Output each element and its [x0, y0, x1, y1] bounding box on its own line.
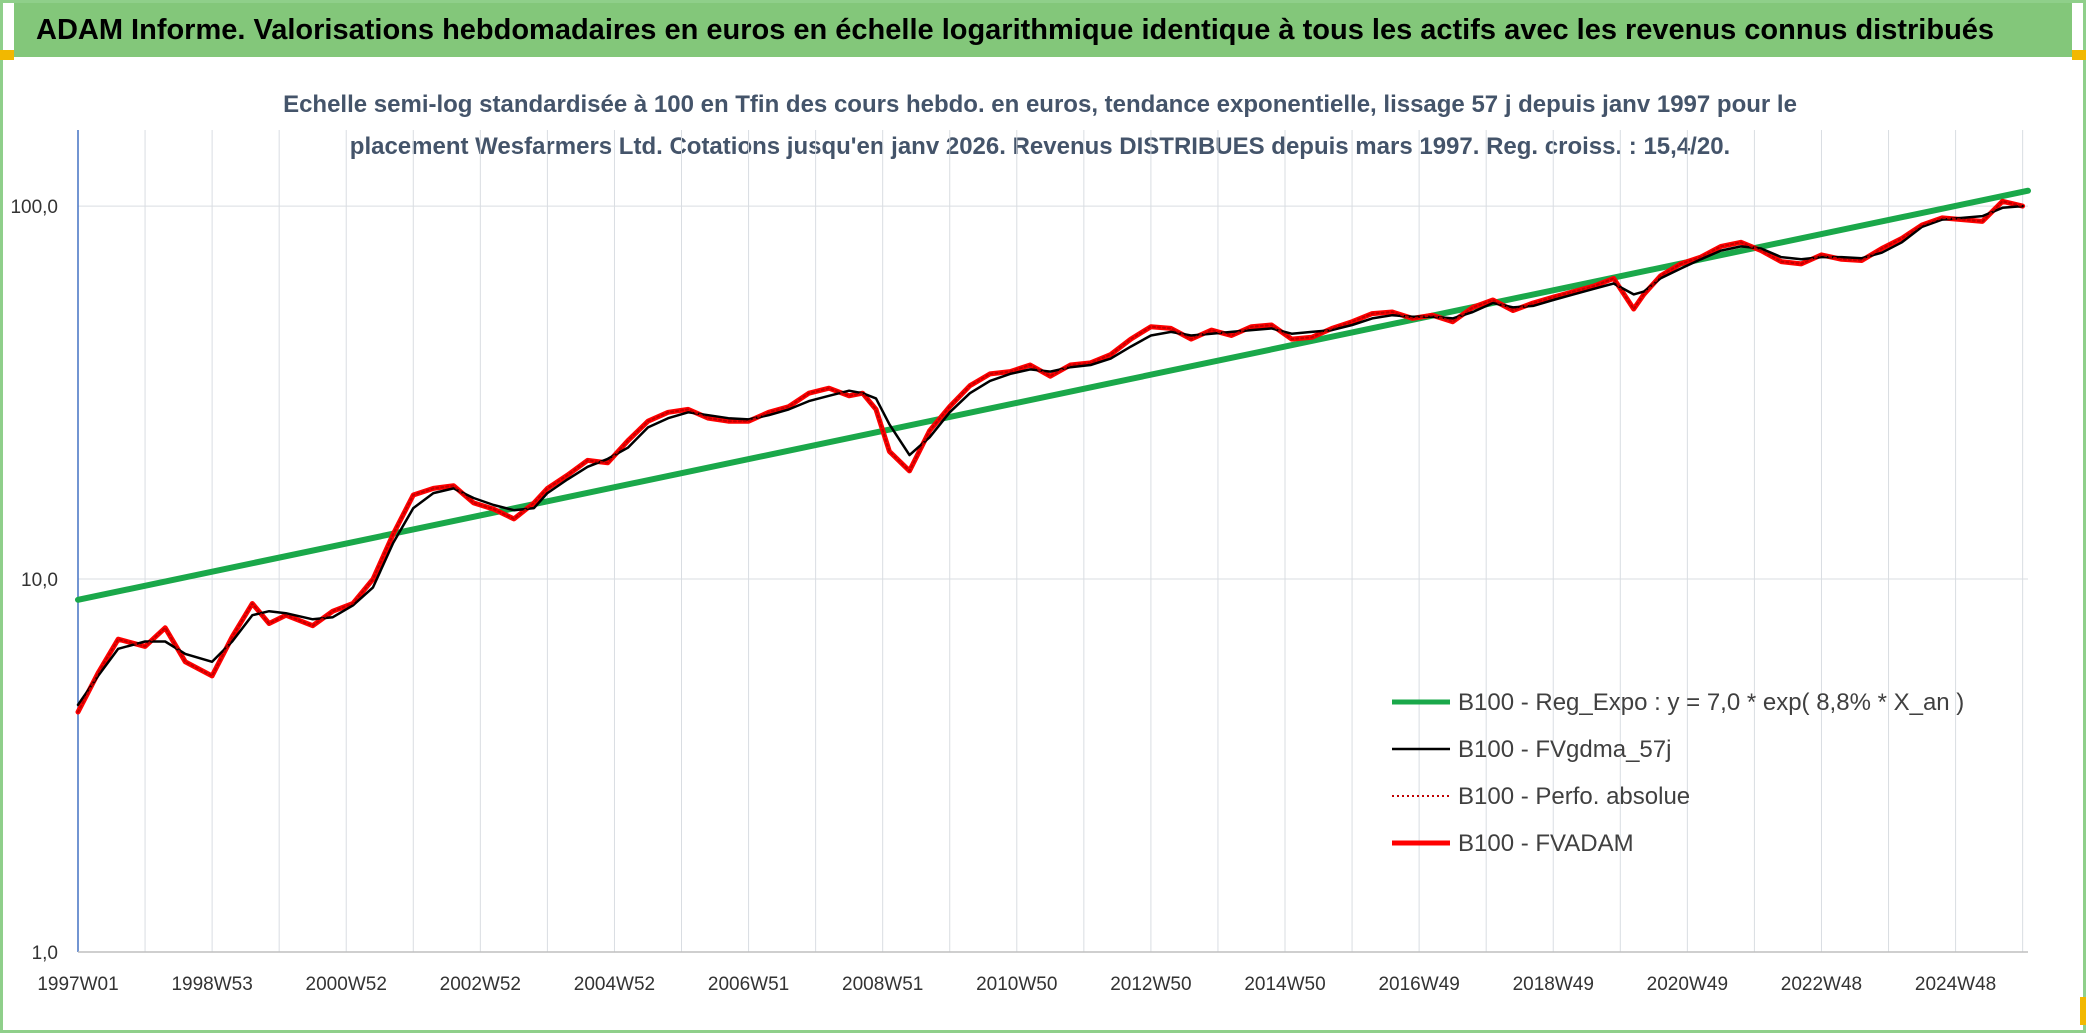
legend: B100 - Reg_Expo : y = 7,0 * exp( 8,8% * …: [1392, 689, 1964, 857]
x-tick-label: 2006W51: [708, 974, 789, 995]
x-tick-label: 2016W49: [1378, 974, 1459, 995]
legend-item-fvadam-label: B100 - FVADAM: [1458, 830, 1634, 857]
x-tick-label: 2004W52: [574, 974, 655, 995]
x-tick-label: 2014W50: [1244, 974, 1325, 995]
series-layer: [75, 187, 2031, 715]
corner-marker-left: [0, 50, 14, 60]
legend-item-reg-expo-label: B100 - Reg_Expo : y = 7,0 * exp( 8,8% * …: [1458, 689, 1964, 716]
x-tick-label: 2010W50: [976, 974, 1057, 995]
x-tick-label: 2008W51: [842, 974, 923, 995]
corner-marker-bottom-right: [2080, 997, 2086, 1025]
x-tick-label: 2024W48: [1915, 974, 1996, 995]
chart-title-line-2: placement Wesfarmers Ltd. Cotations jusq…: [349, 133, 1731, 160]
report-banner-title: ADAM Informe. Valorisations hebdomadaire…: [14, 3, 2072, 57]
x-tick-label: 2000W52: [306, 974, 387, 995]
series-fvgdma-line: [76, 204, 2024, 707]
series-reg-expo-line: [75, 187, 2031, 603]
x-tick-label: 1997W01: [37, 974, 118, 995]
x-tick-label: 2022W48: [1781, 974, 1862, 995]
series-perfo-line: [77, 200, 2024, 713]
x-tick-label: 1998W53: [171, 974, 252, 995]
x-tick-label: 2002W52: [440, 974, 521, 995]
axis-layer: 1,0 10,0 100,0 1997W01 1998W53 2000W52 2002W52…: [10, 130, 2028, 995]
y-tick-label: 100,0: [10, 197, 58, 218]
y-tick-label: 1,0: [32, 943, 58, 964]
chart-title: Echelle semi-log standardisée à 100 en T…: [180, 84, 1900, 168]
x-tick-label: 2018W49: [1513, 974, 1594, 995]
legend-item-perfo-label: B100 - Perfo. absolue: [1458, 783, 1690, 810]
x-tick-label: 2012W50: [1110, 974, 1191, 995]
y-tick-label: 10,0: [21, 570, 58, 591]
x-tick-label: 2020W49: [1647, 974, 1728, 995]
series-fvadam-line: [75, 198, 2026, 715]
corner-marker-right: [2072, 50, 2086, 60]
legend-item-fvgdma-label: B100 - FVgdma_57j: [1458, 736, 1671, 763]
chart-title-line-1: Echelle semi-log standardisée à 100 en T…: [283, 91, 1797, 118]
